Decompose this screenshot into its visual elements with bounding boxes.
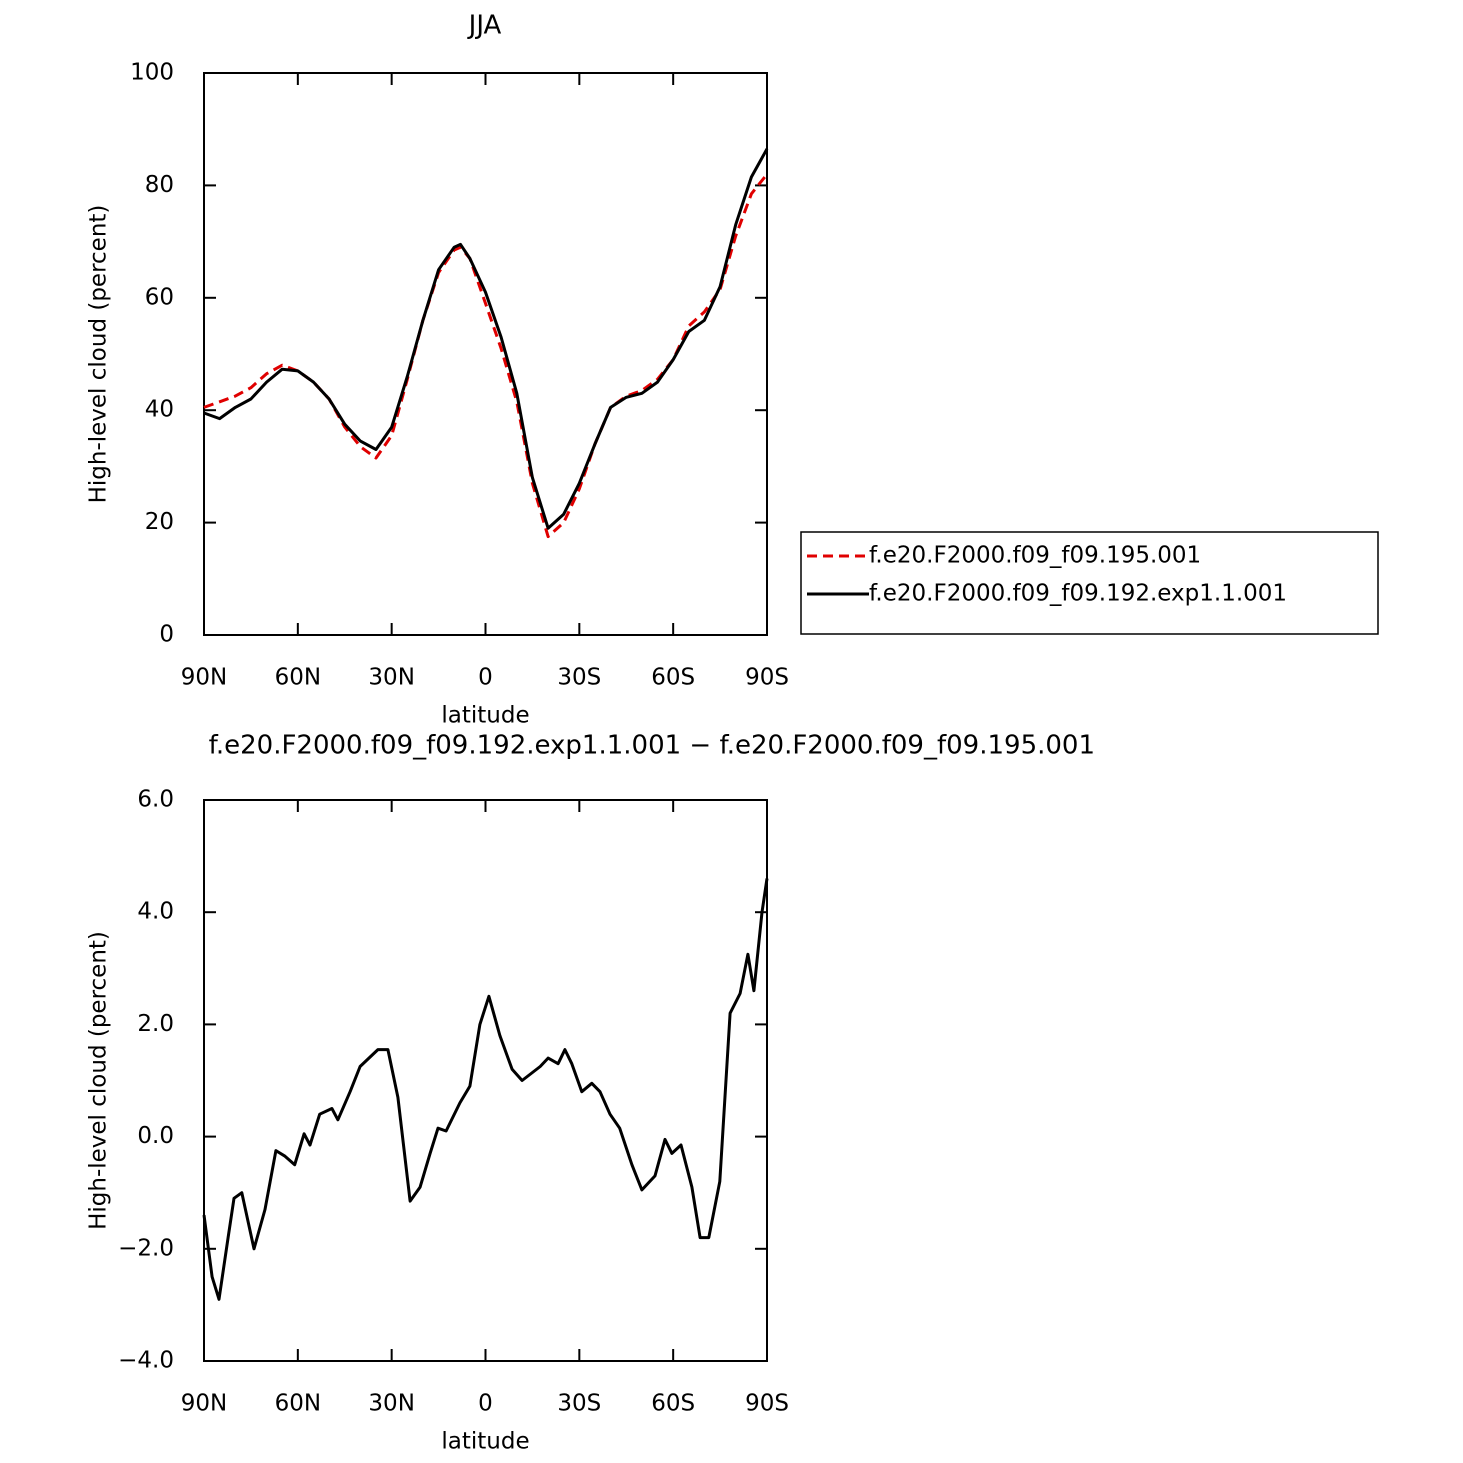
data-line xyxy=(203,148,769,530)
y-tick-label: 6.0 xyxy=(137,787,174,813)
y-tick-label: 2.0 xyxy=(137,1011,174,1037)
x-tick-label: 60N xyxy=(275,665,321,691)
x-tick-label: 90N xyxy=(181,665,227,691)
data-line xyxy=(203,173,769,539)
y-tick-label: 20 xyxy=(145,509,174,535)
x-tick-label: 30S xyxy=(557,665,601,691)
x-tick-label: 0 xyxy=(478,1391,493,1417)
y-tick-label: 4.0 xyxy=(137,899,174,925)
x-tick-label: 90S xyxy=(745,1391,789,1417)
x-axis-label: latitude xyxy=(441,703,529,729)
chart-title: f.e20.F2000.f09_f09.192.exp1.1.001 − f.e… xyxy=(209,731,1095,761)
data-line xyxy=(202,878,769,1301)
y-axis-label: High-level cloud (percent) xyxy=(86,205,112,504)
x-tick-label: 0 xyxy=(478,665,493,691)
x-axis-label: latitude xyxy=(441,1429,529,1455)
x-tick-label: 30S xyxy=(557,1391,601,1417)
legend-label: f.e20.F2000.f09_f09.195.001 xyxy=(869,543,1201,569)
y-tick-label: −4.0 xyxy=(118,1348,174,1374)
x-tick-label: 90S xyxy=(745,665,789,691)
y-axis-label: High-level cloud (percent) xyxy=(86,931,112,1230)
y-tick-label: 80 xyxy=(145,172,174,198)
legend-box xyxy=(800,531,1379,635)
y-tick-label: 40 xyxy=(145,397,174,423)
x-tick-label: 60S xyxy=(651,1391,695,1417)
plot-frame xyxy=(203,72,768,636)
x-tick-label: 30N xyxy=(368,665,414,691)
y-tick-label: 0 xyxy=(159,622,174,648)
y-tick-label: 60 xyxy=(145,284,174,310)
x-tick-label: 30N xyxy=(368,1391,414,1417)
y-tick-label: 0.0 xyxy=(137,1123,174,1149)
legend-label: f.e20.F2000.f09_f09.192.exp1.1.001 xyxy=(869,581,1287,607)
x-tick-label: 60S xyxy=(651,665,695,691)
plot-frame xyxy=(203,799,768,1362)
y-tick-label: 100 xyxy=(130,60,174,86)
chart-title: JJA xyxy=(467,11,502,41)
x-tick-label: 90N xyxy=(181,1391,227,1417)
y-tick-label: −2.0 xyxy=(118,1235,174,1261)
x-tick-label: 60N xyxy=(275,1391,321,1417)
